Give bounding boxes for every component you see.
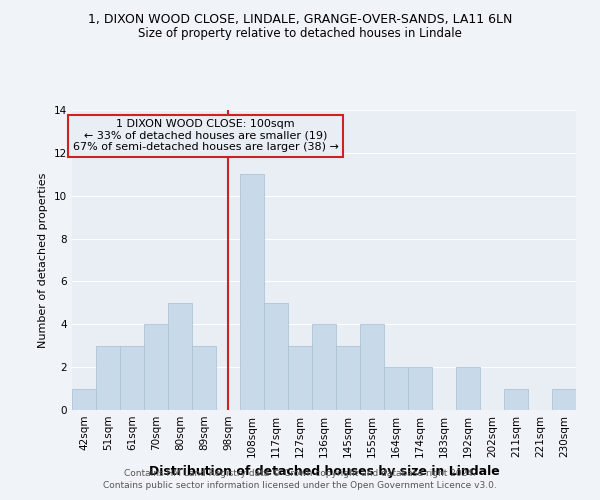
Bar [288, 346, 312, 410]
Bar [504, 388, 528, 410]
Bar [552, 388, 576, 410]
Bar [168, 303, 192, 410]
Bar [96, 346, 120, 410]
Text: 1, DIXON WOOD CLOSE, LINDALE, GRANGE-OVER-SANDS, LA11 6LN: 1, DIXON WOOD CLOSE, LINDALE, GRANGE-OVE… [88, 12, 512, 26]
Bar [144, 324, 168, 410]
Text: Contains HM Land Registry data © Crown copyright and database right 2024.: Contains HM Land Registry data © Crown c… [124, 468, 476, 477]
Bar [408, 367, 432, 410]
Bar [384, 367, 408, 410]
Text: Contains public sector information licensed under the Open Government Licence v3: Contains public sector information licen… [103, 481, 497, 490]
Bar [264, 303, 288, 410]
Bar [72, 388, 96, 410]
Text: Size of property relative to detached houses in Lindale: Size of property relative to detached ho… [138, 28, 462, 40]
Text: 1 DIXON WOOD CLOSE: 100sqm
← 33% of detached houses are smaller (19)
67% of semi: 1 DIXON WOOD CLOSE: 100sqm ← 33% of deta… [73, 119, 338, 152]
Bar [192, 346, 216, 410]
Bar [240, 174, 264, 410]
Y-axis label: Number of detached properties: Number of detached properties [38, 172, 49, 348]
Bar [360, 324, 384, 410]
Bar [456, 367, 480, 410]
Bar [336, 346, 360, 410]
Bar [120, 346, 144, 410]
X-axis label: Distribution of detached houses by size in Lindale: Distribution of detached houses by size … [149, 466, 499, 478]
Bar [312, 324, 336, 410]
